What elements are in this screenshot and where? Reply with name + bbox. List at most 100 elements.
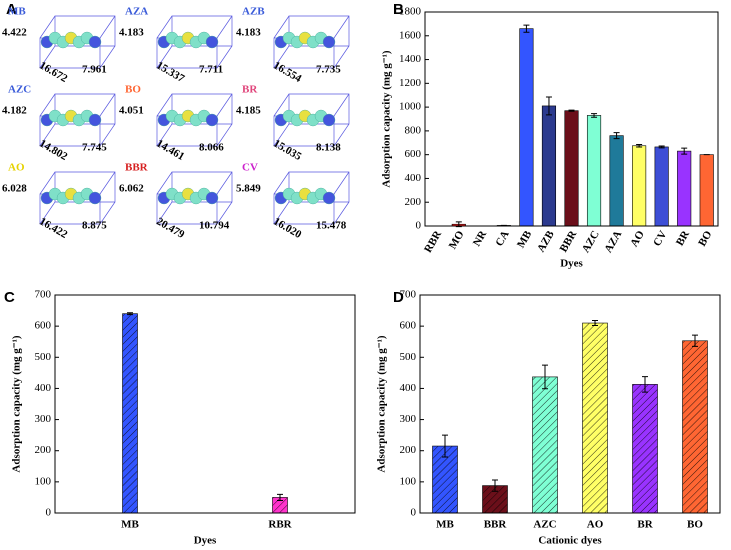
panel-label: D	[393, 289, 404, 306]
y-tick-label: 200	[35, 444, 52, 456]
molecule-name: AZA	[125, 6, 148, 18]
box	[273, 171, 350, 225]
x-tick-label: MO	[447, 228, 467, 251]
width: 8.138	[316, 142, 341, 154]
x-tick-label: AZB	[535, 228, 557, 254]
length: 14.461	[154, 137, 186, 163]
error-bar	[591, 113, 598, 118]
y-tick-label: 0	[411, 507, 417, 519]
hatch	[632, 384, 658, 513]
height: 4.182	[2, 105, 27, 117]
error-bar	[568, 109, 575, 112]
x-tick-label: NR	[471, 228, 490, 249]
molecule-name: AZC	[8, 84, 31, 96]
error-bar	[681, 147, 688, 155]
height: 5.849	[236, 183, 261, 195]
bar	[564, 110, 579, 227]
y-tick-label: 100	[400, 475, 417, 487]
bar	[654, 146, 669, 227]
atom	[88, 191, 102, 205]
length: 14.802	[37, 137, 70, 163]
box	[156, 93, 233, 147]
y-axis-label: Adsorption capacity (mg g⁻¹)	[381, 50, 393, 187]
y-tick-label: 0	[46, 507, 52, 519]
x-tick-label: CA	[493, 229, 511, 249]
length: 16.422	[37, 215, 70, 241]
atom	[322, 191, 336, 205]
panel-label: B	[393, 1, 404, 18]
x-tick-label: MB	[121, 519, 139, 531]
bar	[677, 150, 692, 227]
y-tick-label: 1800	[399, 6, 422, 18]
plot-frame	[54, 294, 356, 514]
hatch	[682, 340, 708, 513]
x-tick-label: MB	[515, 228, 535, 250]
box	[39, 93, 116, 147]
x-tick-label: BR	[674, 228, 693, 248]
width: 7.735	[316, 64, 341, 76]
bar	[632, 145, 647, 227]
height: 4.183	[119, 27, 144, 39]
y-tick-label: 200	[400, 444, 417, 456]
width: 8.066	[199, 142, 224, 154]
atom	[88, 35, 102, 49]
bar	[699, 154, 714, 227]
width: 8.875	[82, 220, 107, 232]
molecule-name: MB	[8, 6, 26, 18]
atom	[322, 35, 336, 49]
hatch	[122, 313, 138, 513]
y-tick-label: 1600	[399, 29, 422, 41]
height: 4.185	[236, 105, 261, 117]
y-tick-label: 0	[416, 220, 422, 232]
y-tick-label: 600	[405, 148, 422, 160]
length: 16.020	[271, 215, 304, 241]
y-tick-label: 1400	[399, 53, 422, 65]
length: 16.554	[271, 59, 304, 85]
x-tick-label: AO	[587, 519, 604, 531]
hatch	[532, 376, 558, 513]
width: 7.711	[199, 64, 223, 76]
y-tick-label: 500	[35, 351, 52, 363]
error-bar	[592, 320, 598, 327]
y-tick-label: 400	[35, 382, 52, 394]
error-bar	[692, 334, 698, 347]
x-tick-label: AZC	[580, 229, 602, 255]
y-tick-label: 100	[35, 475, 52, 487]
bar	[586, 115, 602, 227]
x-axis-label: Cationic dyes	[538, 535, 602, 547]
error-bar	[127, 312, 133, 316]
y-axis-label: Adsorption capacity (mg g⁻¹)	[11, 335, 23, 472]
box	[273, 15, 350, 69]
height: 6.062	[119, 183, 144, 195]
width: 7.745	[82, 142, 107, 154]
bar	[609, 135, 624, 227]
x-tick-label: BO	[696, 228, 715, 248]
x-tick-label: RBR	[268, 519, 292, 531]
atom	[88, 113, 102, 127]
y-tick-label: 600	[35, 320, 52, 332]
y-tick-label: 300	[400, 413, 417, 425]
error-bar	[642, 376, 648, 393]
x-tick-label: BR	[637, 519, 653, 531]
error-bar	[636, 144, 643, 148]
width: 10.794	[199, 220, 230, 232]
y-tick-label: 1000	[399, 101, 422, 113]
box	[273, 93, 350, 147]
hatch	[582, 323, 608, 513]
y-tick-label: 700	[35, 289, 52, 301]
y-axis-label: Adsorption capacity (mg g⁻¹)	[376, 335, 388, 472]
length: 15.337	[154, 59, 187, 85]
box	[156, 171, 233, 225]
box	[39, 15, 116, 69]
y-tick-label: 300	[35, 413, 52, 425]
x-tick-label: BBR	[484, 519, 508, 531]
y-tick-label: 700	[400, 289, 417, 301]
error-bar	[442, 434, 448, 458]
plot-frame	[419, 294, 721, 514]
x-tick-label: BBR	[558, 228, 580, 255]
x-tick-label: CV	[651, 229, 669, 249]
y-tick-label: 400	[400, 382, 417, 394]
x-tick-label: AZA	[602, 229, 624, 255]
error-bar	[542, 364, 548, 390]
